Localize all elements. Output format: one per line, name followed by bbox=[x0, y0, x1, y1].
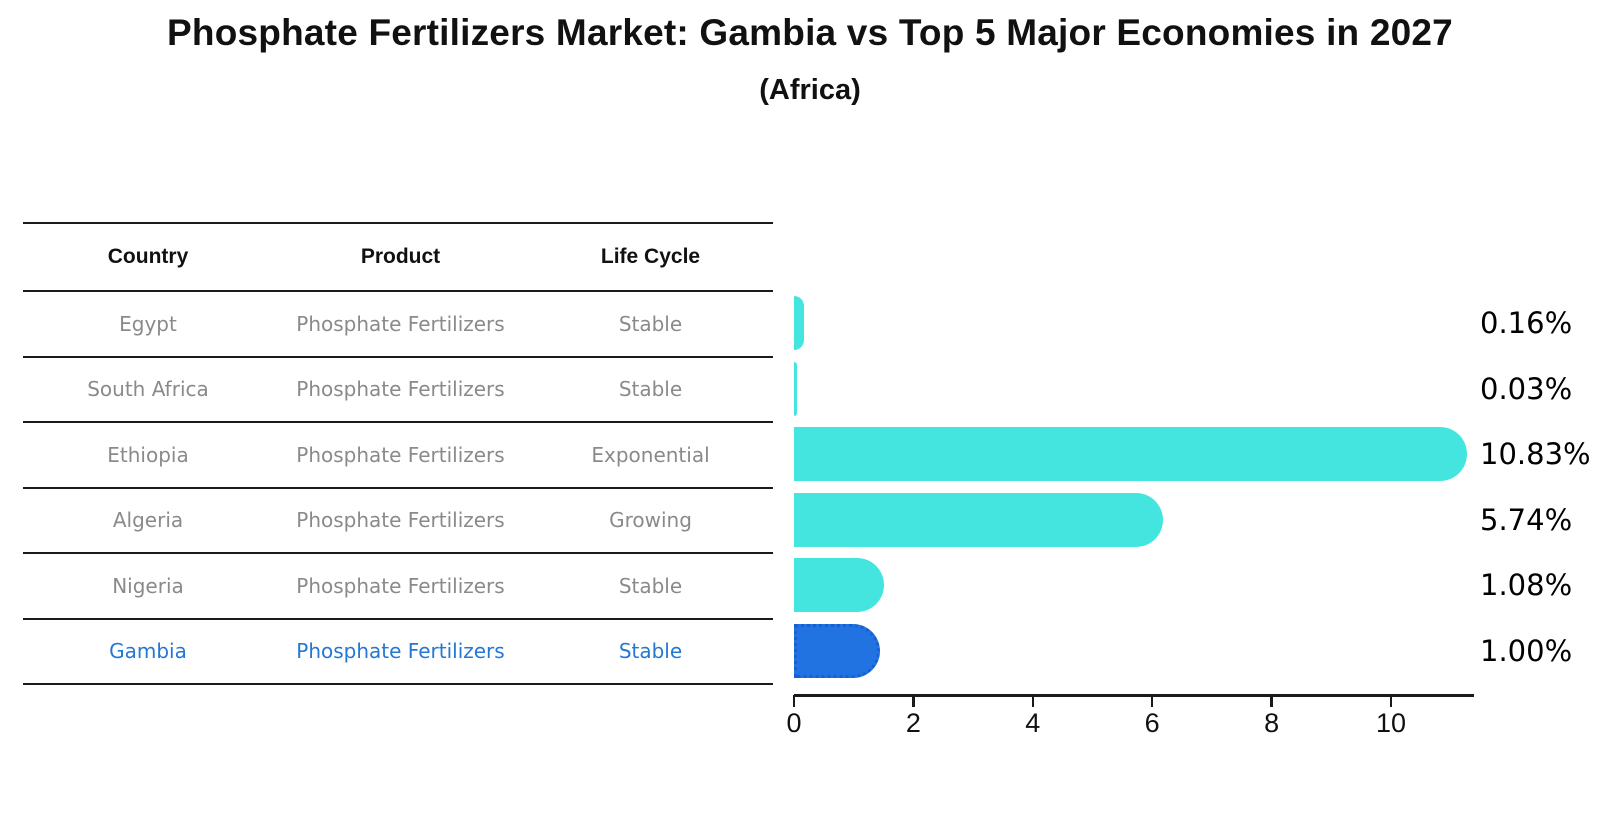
x-axis-tick-label-2: 2 bbox=[905, 708, 921, 738]
x-axis-tick-0 bbox=[792, 695, 796, 707]
table-cell-country: Ethiopia bbox=[107, 442, 189, 467]
value-label-south-africa: 0.03% bbox=[1480, 371, 1573, 406]
table-cell-life_cycle: Exponential bbox=[591, 442, 710, 467]
bar-gambia bbox=[794, 623, 880, 678]
table-cell-country: Gambia bbox=[109, 639, 187, 664]
table-cell-country: Algeria bbox=[112, 508, 184, 533]
x-axis-tick-10 bbox=[1389, 695, 1393, 707]
table-row: Gambia Phosphate Fertilizers Stable bbox=[23, 620, 773, 685]
table-cell-country: Nigeria bbox=[112, 573, 184, 598]
table-cell-life_cycle: Growing bbox=[609, 508, 692, 533]
value-label-egypt: 0.16% bbox=[1480, 306, 1573, 341]
bar-south-africa bbox=[794, 361, 797, 416]
bar-egypt bbox=[794, 296, 804, 350]
x-axis-tick-6 bbox=[1150, 695, 1154, 707]
page-subtitle: (Africa) bbox=[759, 74, 861, 106]
table-cell-life_cycle: Stable bbox=[618, 573, 683, 598]
table-cell-product: Phosphate Fertilizers bbox=[296, 377, 505, 402]
table-cell-country: South Africa bbox=[87, 377, 209, 402]
x-axis-tick-label-4: 4 bbox=[1025, 708, 1041, 738]
table-row: Nigeria Phosphate Fertilizers Stable bbox=[23, 554, 773, 620]
value-label-algeria: 5.74% bbox=[1480, 502, 1573, 537]
table-cell-product: Phosphate Fertilizers bbox=[296, 639, 505, 664]
header-cell-country: Country bbox=[107, 245, 189, 268]
table-header-row: Country Product Life Cycle bbox=[23, 224, 773, 292]
table-cell-product: Phosphate Fertilizers bbox=[296, 442, 505, 467]
value-label-nigeria: 1.08% bbox=[1480, 568, 1573, 603]
x-axis-tick-label-10: 10 bbox=[1375, 708, 1407, 738]
table-cell-life_cycle: Stable bbox=[618, 377, 683, 402]
x-axis-tick-2 bbox=[912, 695, 915, 707]
x-axis-tick-label-6: 6 bbox=[1144, 708, 1160, 738]
table-row: Egypt Phosphate Fertilizers Stable bbox=[23, 292, 773, 358]
x-axis-tick-label-0: 0 bbox=[786, 708, 802, 738]
table-row: South Africa Phosphate Fertilizers Stable bbox=[23, 358, 773, 423]
header-cell-product: Product bbox=[360, 245, 441, 268]
x-axis-tick-4 bbox=[1031, 695, 1035, 707]
value-label-gambia: 1.00% bbox=[1480, 633, 1573, 668]
table-body: Egypt Phosphate Fertilizers Stable South Af… bbox=[23, 292, 773, 685]
table-cell-country: Egypt bbox=[119, 311, 177, 336]
table-row: Ethiopia Phosphate Fertilizers Exponential bbox=[23, 423, 773, 489]
bar-algeria bbox=[794, 492, 1163, 547]
value-label-ethiopia: 10.83% bbox=[1480, 437, 1591, 472]
x-axis-line bbox=[794, 694, 1474, 697]
header-cell-lifecycle: Life Cycle bbox=[600, 245, 701, 268]
bar-ethiopia bbox=[794, 427, 1467, 481]
x-axis-tick-label-8: 8 bbox=[1264, 708, 1280, 738]
table-cell-product: Phosphate Fertilizers bbox=[296, 311, 505, 336]
x-axis-tick-8 bbox=[1270, 695, 1273, 707]
table-cell-product: Phosphate Fertilizers bbox=[296, 508, 505, 533]
page-title: Phosphate Fertilizers Market: Gambia vs … bbox=[167, 12, 1453, 53]
table-cell-life_cycle: Stable bbox=[618, 639, 683, 664]
table-cell-life_cycle: Stable bbox=[618, 311, 683, 336]
table-row: Algeria Phosphate Fertilizers Growing bbox=[23, 489, 773, 554]
data-table: Country Product Life Cycle Egypt Phosphat… bbox=[23, 222, 773, 685]
table-cell-product: Phosphate Fertilizers bbox=[296, 573, 505, 598]
bar-nigeria bbox=[794, 558, 885, 612]
